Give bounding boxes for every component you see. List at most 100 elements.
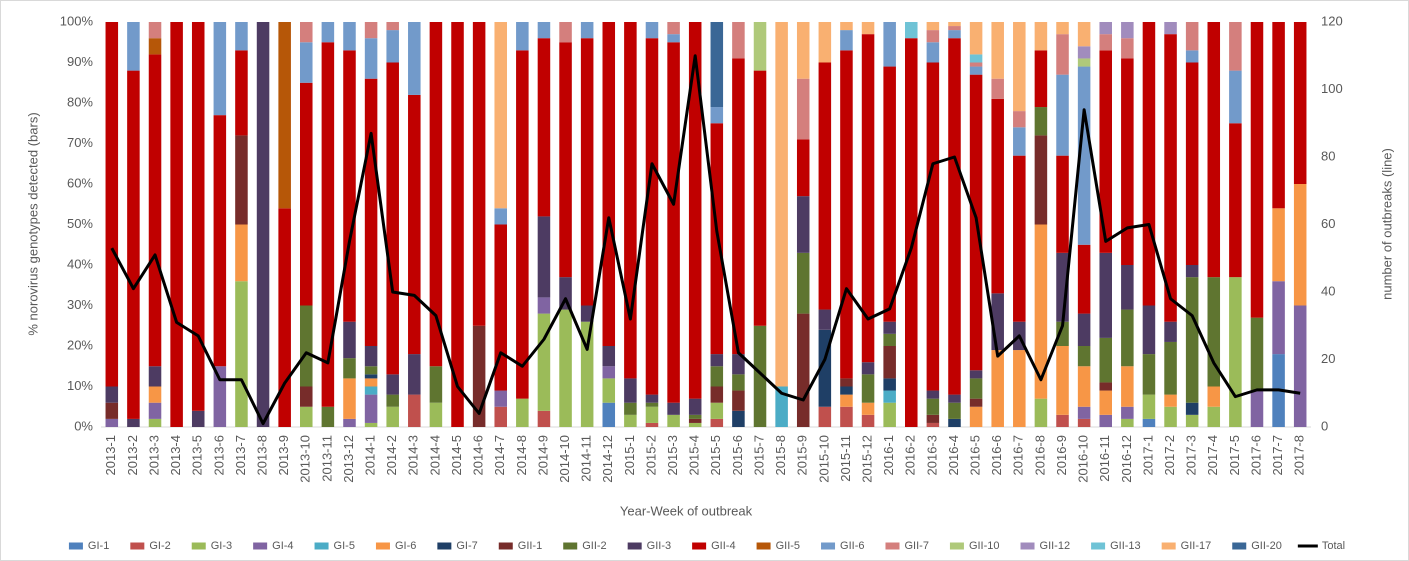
y2-tick-label: 120 — [1321, 13, 1343, 28]
bar-segment — [300, 42, 313, 83]
bar-segment — [948, 394, 961, 403]
bar-segment — [1207, 406, 1221, 427]
bar-segment — [408, 394, 421, 427]
bar-segment — [321, 42, 335, 407]
bar-segment — [343, 418, 356, 427]
bar-segment — [1099, 414, 1112, 427]
bar-segment — [559, 42, 572, 278]
bar-segment — [883, 66, 896, 322]
bar-segment — [170, 22, 183, 427]
bar-segment — [667, 402, 680, 415]
bar-segment — [948, 38, 961, 395]
bar-segment — [1034, 22, 1048, 51]
bar-segment — [1121, 58, 1134, 266]
bar-segment — [883, 321, 896, 334]
y-tick-label: 50% — [67, 216, 93, 231]
bar-segment — [688, 418, 702, 423]
bar-segment — [1056, 22, 1069, 35]
legend-label: GI-1 — [88, 540, 109, 552]
bar-segment — [580, 321, 594, 427]
bar-segment — [883, 333, 896, 346]
bar-segment — [105, 402, 119, 419]
bar-segment — [580, 22, 594, 39]
bar-segment — [1185, 265, 1199, 278]
bar-segment — [905, 38, 918, 427]
bar-segment — [1229, 22, 1242, 71]
bar-segment — [127, 22, 140, 71]
bar-segment — [710, 402, 724, 419]
x-tick-label: 2014-8 — [514, 435, 529, 475]
bar-segment — [645, 402, 659, 407]
legend-label: GII-4 — [711, 540, 735, 552]
x-tick-label: 2016-5 — [968, 435, 983, 475]
bar-segment — [796, 78, 810, 140]
bar-segment — [429, 366, 443, 403]
bar-segment — [1164, 406, 1177, 427]
bar-segment — [364, 38, 378, 79]
bar-segment — [624, 414, 637, 427]
bar-segment — [1164, 22, 1177, 35]
legend-label: GI-7 — [456, 540, 477, 552]
bar-segment — [796, 252, 810, 314]
bar-segment — [580, 38, 594, 306]
bar-segment — [1121, 265, 1134, 310]
bar-segment — [1142, 418, 1156, 427]
bar-segment — [278, 22, 291, 209]
x-tick-label: 2013-9 — [276, 435, 291, 475]
bar-segment — [386, 374, 399, 395]
bar-segment — [948, 402, 961, 419]
bar-segment — [386, 406, 399, 427]
bar-segment — [1164, 394, 1177, 407]
bar-segment — [1142, 394, 1156, 419]
bar-segment — [969, 406, 983, 427]
bar-segment — [1099, 390, 1112, 415]
bar-segment — [926, 30, 940, 43]
bar-segment — [343, 378, 356, 419]
bar-segment — [516, 50, 529, 399]
bar-segment — [386, 394, 399, 407]
x-tick-label: 2014-5 — [449, 435, 464, 475]
x-tick-label: 2016-1 — [881, 435, 896, 475]
x-tick-label: 2016-10 — [1076, 435, 1091, 483]
legend-label: GI-6 — [395, 540, 416, 552]
bar-segment — [235, 224, 248, 282]
bar-segment — [753, 22, 767, 71]
x-tick-label: 2017-5 — [1227, 435, 1242, 475]
bar-segment — [969, 370, 983, 379]
bar-segment — [105, 22, 119, 387]
legend-label: GII-2 — [582, 540, 606, 552]
x-tick-label: 2015-9 — [795, 435, 810, 475]
bar-segment — [840, 386, 853, 395]
bar-segment — [710, 366, 724, 387]
bar-segment — [1034, 50, 1048, 108]
bar-segment — [1013, 127, 1026, 156]
bar-segment — [1142, 305, 1156, 355]
bar-segment — [364, 366, 378, 375]
x-tick-label: 2017-6 — [1248, 435, 1263, 475]
bar-segment — [148, 38, 162, 55]
x-tick-label: 2016-11 — [1097, 435, 1112, 482]
bar-segment — [494, 208, 507, 225]
bar-segment — [602, 378, 616, 403]
bar-segment — [1293, 184, 1307, 306]
bar-segment — [775, 22, 788, 387]
bar-segment — [948, 26, 961, 31]
bar-segment — [969, 66, 983, 75]
x-tick-label: 2013-8 — [254, 435, 269, 475]
x-tick-label: 2013-12 — [341, 435, 356, 483]
bar-segment — [1034, 398, 1048, 427]
bar-segment — [1099, 382, 1112, 391]
x-tick-label: 2014-2 — [384, 435, 399, 475]
y-tick-label: 20% — [67, 337, 93, 352]
x-axis-title: Year-Week of outbreak — [620, 503, 753, 518]
bar-segment — [386, 22, 399, 31]
bar-segment — [1077, 313, 1091, 346]
bar-segment — [1077, 22, 1091, 47]
bar-segment — [926, 390, 940, 399]
x-tick-label: 2016-7 — [1011, 435, 1026, 475]
bar-segment — [861, 362, 875, 375]
bar-segment — [710, 107, 724, 124]
bar-segment — [732, 390, 745, 411]
bar-segment — [969, 54, 983, 63]
bar-segment — [732, 354, 745, 375]
